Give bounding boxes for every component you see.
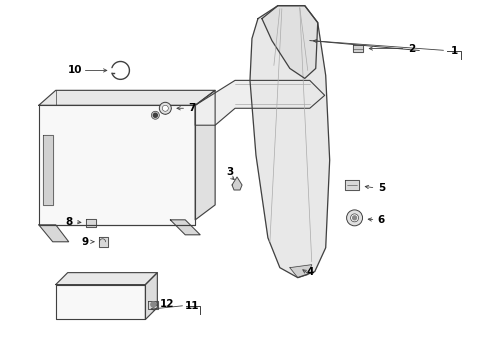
Text: 2: 2 bbox=[408, 44, 415, 54]
Polygon shape bbox=[353, 45, 363, 53]
Polygon shape bbox=[290, 265, 312, 278]
Circle shape bbox=[153, 113, 157, 117]
Text: 9: 9 bbox=[81, 237, 88, 247]
Text: 11: 11 bbox=[185, 301, 199, 311]
Circle shape bbox=[353, 216, 357, 220]
Polygon shape bbox=[39, 90, 215, 105]
Polygon shape bbox=[232, 177, 242, 190]
Polygon shape bbox=[98, 237, 107, 247]
Text: 1: 1 bbox=[451, 45, 458, 55]
Polygon shape bbox=[171, 220, 200, 235]
Polygon shape bbox=[195, 90, 215, 220]
Polygon shape bbox=[262, 6, 318, 78]
Polygon shape bbox=[146, 273, 157, 319]
Polygon shape bbox=[250, 6, 330, 278]
Text: 5: 5 bbox=[378, 183, 385, 193]
Text: 3: 3 bbox=[226, 167, 234, 177]
Polygon shape bbox=[344, 180, 359, 190]
Polygon shape bbox=[39, 225, 69, 242]
Circle shape bbox=[346, 210, 363, 226]
Polygon shape bbox=[43, 135, 53, 205]
Polygon shape bbox=[86, 219, 96, 227]
Text: 12: 12 bbox=[160, 298, 174, 309]
Text: 7: 7 bbox=[189, 103, 196, 113]
Text: 6: 6 bbox=[378, 215, 385, 225]
Polygon shape bbox=[148, 301, 158, 309]
Circle shape bbox=[350, 214, 359, 222]
Polygon shape bbox=[195, 80, 325, 125]
Polygon shape bbox=[56, 273, 157, 285]
Text: 8: 8 bbox=[65, 217, 73, 227]
Polygon shape bbox=[39, 105, 195, 225]
Circle shape bbox=[162, 105, 168, 111]
Circle shape bbox=[151, 111, 159, 119]
Circle shape bbox=[159, 102, 171, 114]
Polygon shape bbox=[56, 285, 146, 319]
Text: 10: 10 bbox=[68, 66, 82, 76]
Text: 4: 4 bbox=[306, 267, 314, 276]
Circle shape bbox=[151, 302, 156, 307]
